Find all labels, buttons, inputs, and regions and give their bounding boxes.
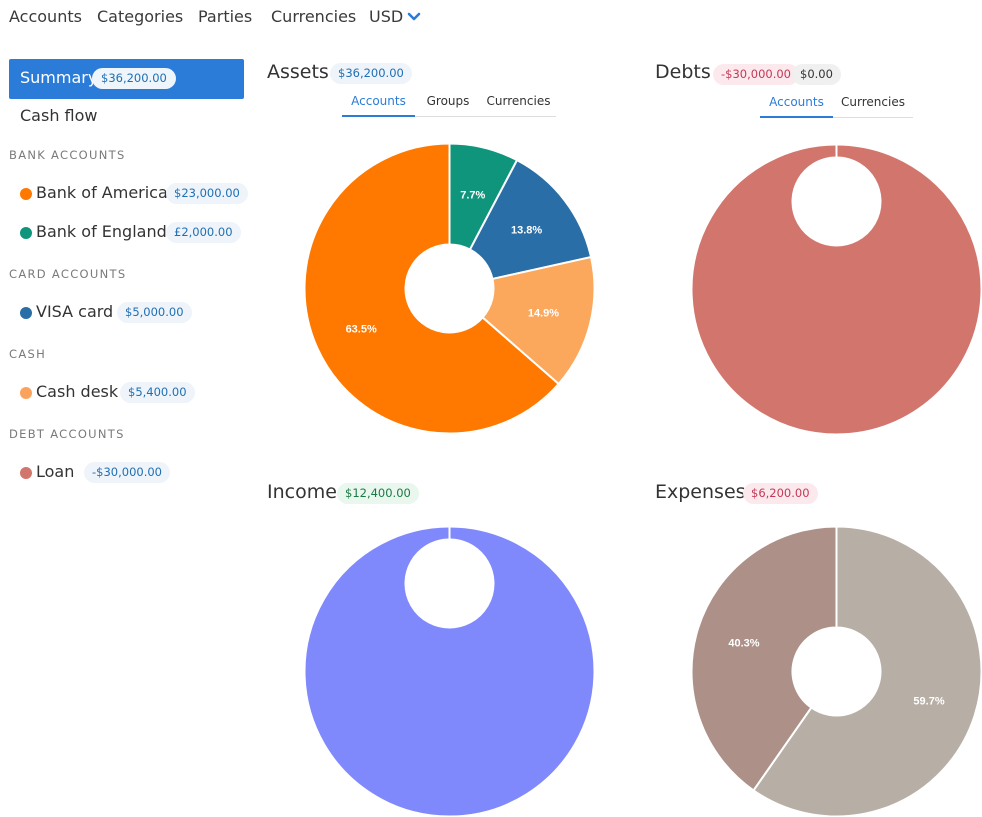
account-name: Bank of America: [36, 183, 168, 202]
assets-tabs: Accounts Groups Currencies: [342, 92, 556, 117]
tab-assets-accounts[interactable]: Accounts: [342, 92, 415, 117]
summary-total-badge: $36,200.00: [92, 68, 176, 89]
nav-categories[interactable]: Categories: [97, 7, 184, 26]
account-name: Bank of England: [36, 222, 167, 241]
nav-accounts[interactable]: Accounts: [9, 7, 82, 26]
tab-debts-accounts[interactable]: Accounts: [760, 93, 833, 118]
summary-label: Summary: [20, 68, 98, 87]
income-title: Income: [267, 481, 337, 503]
chevron-down-icon[interactable]: [406, 10, 422, 24]
assets-total-badge: $36,200.00: [330, 63, 412, 84]
income-total-badge: $12,400.00: [337, 483, 419, 504]
assets-title: Assets: [267, 61, 329, 83]
expenses-title: Expenses: [655, 481, 746, 503]
debts-slice-label-0: 100%: [822, 188, 850, 200]
assets-slice-label-3: 63.5%: [346, 324, 377, 336]
debts-pie-chart: 100%: [690, 143, 982, 436]
expenses-pie-chart: 59.7% 40.3%: [690, 525, 982, 817]
account-color-dot: [20, 188, 32, 200]
debts-negative-badge: -$30,000.00: [713, 64, 799, 85]
sidebar-item-summary[interactable]: Summary $36,200.00: [9, 59, 244, 99]
top-navigation: Accounts Categories Parties Currencies U…: [0, 0, 982, 34]
nav-parties[interactable]: Parties: [198, 7, 253, 26]
account-balance-badge: $5,400.00: [120, 382, 195, 403]
account-color-dot: [20, 227, 32, 239]
debts-tabs: Accounts Currencies: [760, 93, 913, 118]
expenses-slice-label-1: 40.3%: [728, 637, 759, 649]
assets-slice-label-0: 7.7%: [460, 189, 485, 201]
account-name: VISA card: [36, 302, 114, 321]
debts-slice-0[interactable]: [690, 143, 982, 436]
assets-slice-label-1: 13.8%: [511, 225, 542, 237]
account-name: Loan: [36, 462, 75, 481]
expenses-slice-label-0: 59.7%: [913, 696, 944, 708]
account-balance-badge: $5,000.00: [117, 302, 192, 323]
account-name: Cash desk: [36, 382, 119, 401]
assets-slice-label-2: 14.9%: [528, 307, 559, 319]
tab-assets-currencies[interactable]: Currencies: [486, 94, 551, 108]
assets-slice-2[interactable]: [481, 255, 596, 386]
expenses-total-badge: $6,200.00: [743, 483, 818, 504]
section-cash: CASH: [9, 347, 47, 361]
debts-zero-badge: $0.00: [792, 64, 841, 85]
account-color-dot: [20, 467, 32, 479]
nav-currencies[interactable]: Currencies: [271, 7, 357, 26]
assets-slice-3[interactable]: [303, 142, 561, 435]
account-color-dot: [20, 307, 32, 319]
account-color-dot: [20, 387, 32, 399]
section-card-accounts: CARD ACCOUNTS: [9, 267, 127, 281]
income-slice-label-0: 100%: [435, 570, 463, 582]
section-bank-accounts: BANK ACCOUNTS: [9, 148, 126, 162]
sidebar-item-cash-flow[interactable]: Cash flow: [20, 106, 98, 125]
assets-slice-1[interactable]: [468, 158, 593, 281]
tab-assets-groups[interactable]: Groups: [426, 94, 470, 108]
account-balance-badge: £2,000.00: [166, 222, 241, 243]
income-pie-chart: 100%: [303, 525, 596, 817]
assets-pie-chart: 7.7% 13.8% 14.9% 63.5%: [303, 142, 596, 435]
section-debt-accounts: DEBT ACCOUNTS: [9, 427, 125, 441]
currency-selector[interactable]: USD: [369, 7, 404, 26]
account-balance-badge: $23,000.00: [166, 183, 248, 204]
tab-debts-currencies[interactable]: Currencies: [841, 95, 905, 109]
debts-title: Debts: [655, 61, 711, 83]
account-balance-badge: -$30,000.00: [84, 462, 170, 483]
